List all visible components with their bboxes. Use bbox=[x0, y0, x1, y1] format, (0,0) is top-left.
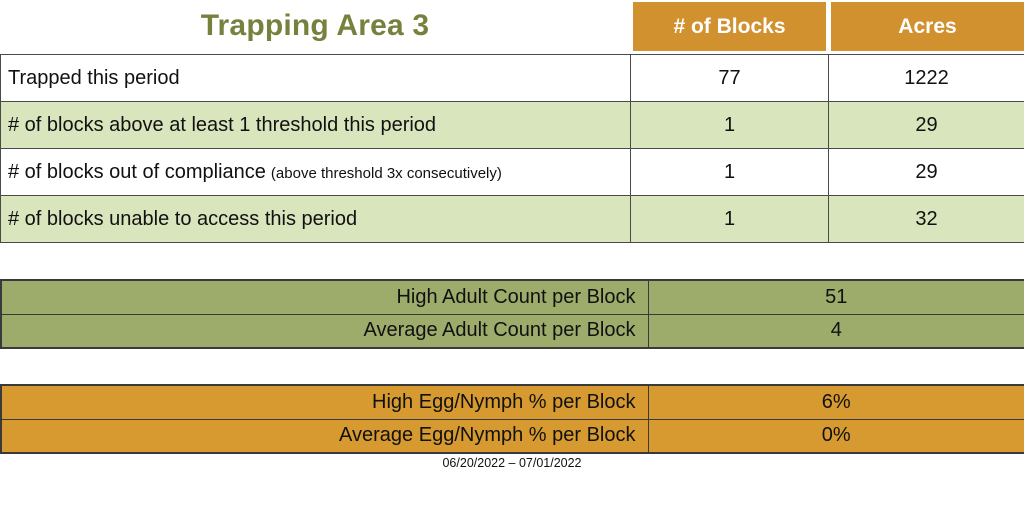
row-value: 4 bbox=[647, 313, 1024, 349]
row-label: Average Adult Count per Block bbox=[0, 313, 649, 349]
egg-nymph-table: High Egg/Nymph % per Block 6% Average Eg… bbox=[0, 384, 1024, 454]
blocks-value: 77 bbox=[630, 54, 829, 102]
acres-value: 29 bbox=[828, 101, 1024, 149]
row-label: # of blocks out of compliance (above thre… bbox=[0, 148, 631, 196]
table-row: Average Adult Count per Block 4 bbox=[0, 313, 1024, 349]
row-label: High Egg/Nymph % per Block bbox=[0, 384, 649, 420]
row-label: # of blocks unable to access this period bbox=[0, 195, 631, 243]
acres-value: 1222 bbox=[828, 54, 1024, 102]
summary-table: Trapped this period 77 1222 # of blocks … bbox=[0, 54, 1024, 243]
row-label: # of blocks above at least 1 threshold t… bbox=[0, 101, 631, 149]
row-label-text: Trapped this period bbox=[8, 66, 180, 89]
table-row: High Adult Count per Block 51 bbox=[0, 279, 1024, 315]
report-title: Trapping Area 3 bbox=[200, 9, 430, 42]
row-label-text: # of blocks unable to access this period bbox=[8, 207, 358, 230]
row-label-text: # of blocks out of compliance bbox=[8, 160, 266, 183]
row-value: 0% bbox=[647, 418, 1024, 454]
col-header-acres: Acres bbox=[831, 2, 1024, 51]
blocks-value: 1 bbox=[630, 148, 829, 196]
blocks-value: 1 bbox=[630, 195, 829, 243]
table-row: # of blocks out of compliance (above thre… bbox=[0, 148, 1024, 196]
row-value: 51 bbox=[647, 279, 1024, 315]
table-row: Trapped this period 77 1222 bbox=[0, 54, 1024, 102]
row-label: Average Egg/Nymph % per Block bbox=[0, 418, 649, 454]
acres-value: 32 bbox=[828, 195, 1024, 243]
row-label: High Adult Count per Block bbox=[0, 279, 649, 315]
date-range: 06/20/2022 – 07/01/2022 bbox=[442, 456, 582, 470]
row-label-text: # of blocks above at least 1 threshold t… bbox=[8, 113, 437, 136]
row-label: Trapped this period bbox=[0, 54, 631, 102]
blocks-value: 1 bbox=[630, 101, 829, 149]
adult-count-table: High Adult Count per Block 51 Average Ad… bbox=[0, 279, 1024, 349]
row-value: 6% bbox=[647, 384, 1024, 420]
table-row: # of blocks above at least 1 threshold t… bbox=[0, 101, 1024, 149]
col-header-blocks: # of Blocks bbox=[633, 2, 826, 51]
table-row: # of blocks unable to access this period… bbox=[0, 195, 1024, 243]
table-row: High Egg/Nymph % per Block 6% bbox=[0, 384, 1024, 420]
acres-value: 29 bbox=[828, 148, 1024, 196]
row-label-note: (above threshold 3x consecutively) bbox=[270, 164, 502, 182]
table-row: Average Egg/Nymph % per Block 0% bbox=[0, 418, 1024, 454]
